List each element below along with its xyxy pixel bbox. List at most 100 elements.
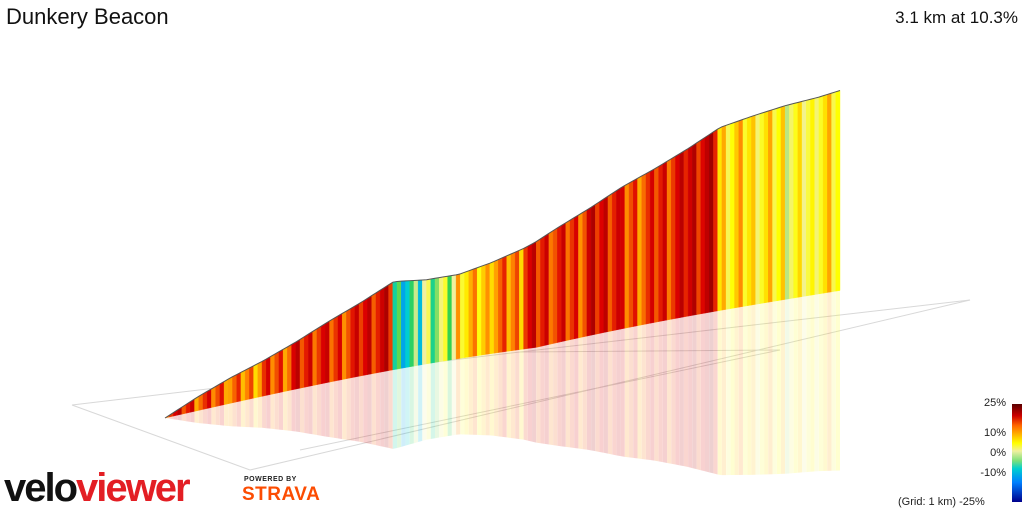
- reflection-strip: [536, 346, 541, 444]
- profile-strip: [700, 137, 706, 315]
- reflection-strip: [675, 317, 680, 466]
- reflection-strip: [548, 343, 554, 446]
- reflection-strip: [747, 305, 752, 475]
- reflection-strip: [443, 360, 448, 437]
- reflection-strip: [333, 380, 338, 439]
- reflection-strip: [645, 323, 651, 461]
- profile-strip: [835, 90, 841, 292]
- reflection-strip: [439, 361, 444, 438]
- reflection-strip: [198, 409, 203, 424]
- reflection-strip: [262, 395, 267, 429]
- profile-strip: [552, 227, 558, 344]
- profile-strip: [514, 250, 520, 351]
- reflection-strip: [236, 400, 241, 427]
- reflection-strip: [249, 398, 254, 428]
- profile-strip: [793, 102, 799, 299]
- profile-strip: [822, 94, 828, 294]
- profile-strip: [751, 114, 756, 306]
- profile-strip: [510, 251, 516, 352]
- profile-strip: [755, 113, 761, 305]
- profile-strip: [417, 279, 423, 366]
- reflection-strip: [350, 377, 355, 442]
- profile-strip: [308, 331, 313, 387]
- reflection-strip: [734, 307, 739, 475]
- reflection-strip: [751, 304, 756, 475]
- reflection-strip: [426, 363, 431, 440]
- profile-strip: [506, 253, 512, 352]
- reflection-strip: [818, 293, 824, 472]
- reflection-strip: [633, 325, 638, 459]
- profile-strip: [337, 313, 343, 381]
- profile-strip: [561, 222, 566, 342]
- reflection-strip: [270, 393, 275, 430]
- profile-strip: [746, 116, 752, 307]
- reflection-strip: [278, 391, 284, 431]
- profile-strip: [569, 217, 575, 341]
- profile-strip: [789, 103, 794, 299]
- reflection-strip: [397, 368, 402, 449]
- profile-strip: [295, 339, 301, 390]
- reflection-strip: [574, 337, 579, 449]
- reflection-strip: [283, 390, 288, 431]
- reflection-strip: [409, 366, 414, 445]
- reflection-strip: [211, 406, 216, 425]
- reflection-strip: [709, 311, 714, 474]
- reflection-strip: [422, 363, 427, 441]
- reflection-strip: [671, 318, 676, 465]
- profile-strip: [329, 318, 334, 383]
- reflection-strip: [186, 412, 191, 422]
- reflection-strip: [207, 407, 212, 425]
- reflection-strip: [308, 385, 313, 435]
- reflection-strip: [759, 302, 765, 475]
- profile-strip: [730, 122, 735, 309]
- reflection-strip: [570, 338, 575, 448]
- profile-strip: [422, 279, 427, 365]
- profile-strip: [527, 243, 533, 349]
- profile-strip: [548, 230, 554, 345]
- profile-strip: [641, 173, 647, 326]
- profile-strip: [725, 123, 731, 310]
- profile-strip: [261, 358, 267, 397]
- reflection-strip: [738, 306, 743, 475]
- profile-strip: [595, 201, 600, 335]
- reflection-strip: [700, 313, 705, 472]
- profile-reflection: [165, 290, 840, 476]
- profile-strip: [772, 108, 777, 302]
- reflection-strip: [181, 413, 187, 422]
- reflection-strip: [810, 294, 815, 472]
- reflection-strip: [375, 372, 381, 447]
- strava-logo[interactable]: STRAVA: [242, 484, 321, 505]
- profile-strip: [645, 170, 651, 325]
- profile-strip: [358, 300, 364, 377]
- reflection-strip: [354, 376, 360, 442]
- reflection-strip: [683, 316, 689, 468]
- profile-strip: [763, 110, 769, 304]
- reflection-strip: [430, 362, 435, 439]
- profile-strip: [801, 100, 807, 297]
- reflection-strip: [603, 331, 608, 454]
- profile-strip: [649, 168, 655, 324]
- profile-strip: [540, 235, 545, 347]
- reflection-strip: [515, 349, 520, 440]
- reflection-strip: [460, 357, 465, 435]
- profile-strip: [434, 277, 440, 363]
- reflection-strip: [713, 310, 718, 475]
- reflection-strip: [447, 359, 452, 437]
- reflection-strip: [641, 324, 646, 460]
- reflection-strip: [629, 326, 634, 458]
- profile-strip: [586, 206, 592, 337]
- veloviewer-logo[interactable]: veloviewer: [4, 466, 191, 510]
- profile-strip: [304, 333, 309, 388]
- profile-strip: [603, 195, 609, 333]
- profile-strip: [206, 388, 212, 409]
- legend-tick-minus10: -10%: [980, 467, 1006, 479]
- reflection-strip: [510, 350, 516, 439]
- reflection-strip: [654, 321, 659, 462]
- profile-strip: [455, 273, 461, 360]
- profile-strip: [464, 270, 469, 358]
- reflection-strip: [321, 382, 326, 437]
- profile-strip: [274, 351, 280, 394]
- climb-summary: 3.1 km at 10.3%: [895, 8, 1018, 27]
- profile-strip: [215, 383, 221, 407]
- reflection-strip: [300, 387, 305, 433]
